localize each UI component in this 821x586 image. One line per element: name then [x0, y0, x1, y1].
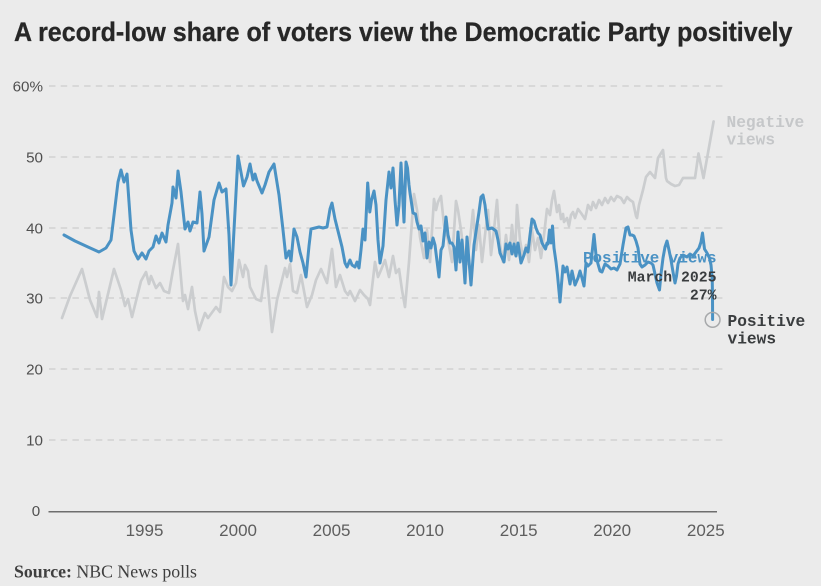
- svg-text:50: 50: [26, 149, 43, 166]
- svg-text:Positive: Positive: [728, 313, 806, 331]
- svg-text:views: views: [727, 132, 776, 150]
- svg-text:27%: 27%: [690, 288, 717, 304]
- svg-text:2000: 2000: [219, 521, 257, 540]
- svg-text:40: 40: [26, 220, 43, 237]
- svg-text:Positive views: Positive views: [583, 250, 717, 268]
- svg-text:March 2025: March 2025: [628, 270, 717, 286]
- svg-text:2015: 2015: [500, 521, 538, 540]
- svg-text:60%: 60%: [13, 78, 43, 95]
- svg-text:2020: 2020: [593, 521, 631, 540]
- svg-text:30: 30: [26, 290, 43, 307]
- svg-text:0: 0: [32, 503, 40, 520]
- svg-text:1995: 1995: [126, 521, 164, 540]
- svg-text:views: views: [728, 331, 777, 349]
- svg-text:Source: NBC News polls: Source: NBC News polls: [14, 561, 197, 581]
- svg-text:20: 20: [26, 361, 43, 378]
- svg-text:2005: 2005: [313, 521, 351, 540]
- svg-text:10: 10: [26, 432, 43, 449]
- svg-text:Negative: Negative: [727, 114, 805, 132]
- svg-text:2010: 2010: [406, 521, 444, 540]
- svg-text:2025: 2025: [687, 521, 725, 540]
